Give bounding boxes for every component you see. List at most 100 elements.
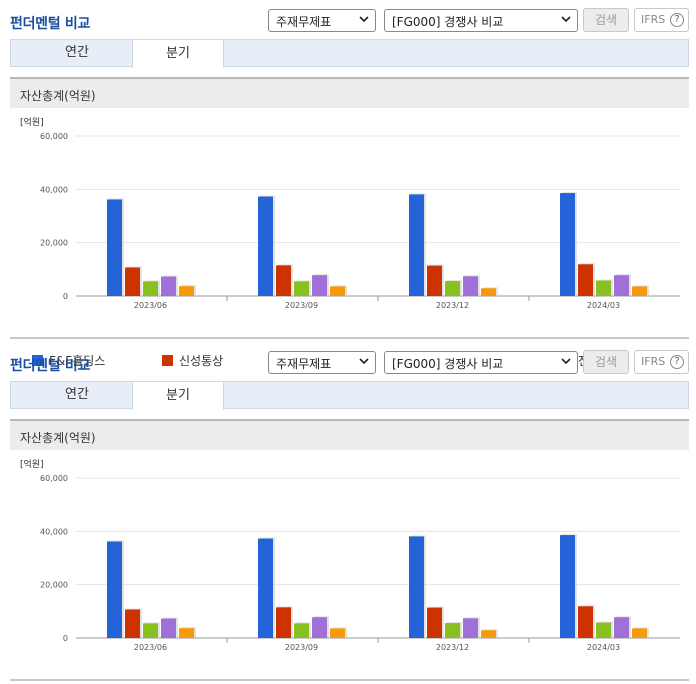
y-tick-label: 60,000	[40, 132, 68, 141]
x-tick-label: 2023/06	[134, 643, 167, 652]
bar[interactable]	[578, 264, 593, 296]
panel-title: 펀더멘털 비교	[10, 16, 91, 32]
bar[interactable]	[258, 196, 273, 296]
bar[interactable]	[409, 194, 424, 296]
tab-quarterly[interactable]: 분기	[132, 39, 224, 68]
bar[interactable]	[481, 630, 496, 638]
bar[interactable]	[445, 281, 460, 296]
bar[interactable]	[161, 618, 176, 638]
chart-heading-bar: 자산총계(억원)	[10, 77, 689, 108]
y-tick-label: 40,000	[40, 185, 68, 194]
legend-item[interactable]: F&F홀딩스	[32, 352, 105, 369]
bar[interactable]	[179, 628, 194, 638]
tab-annual[interactable]: 연간	[65, 45, 89, 60]
help-icon: ?	[670, 13, 684, 27]
chevron-down-icon	[561, 358, 571, 365]
y-tick-label: 20,000	[40, 239, 68, 248]
chevron-down-icon	[359, 358, 369, 365]
ifrs-button[interactable]: IFRS ?	[634, 350, 689, 374]
bar-chart-svg: [억원] 0 20,000 40,000 60,000 2023/06 2023/09 202…	[20, 459, 680, 652]
y-tick-label: 0	[63, 634, 68, 643]
peer-group-value: [FG000] 경쟁사 비교	[392, 15, 504, 29]
bar[interactable]	[578, 606, 593, 638]
bar[interactable]	[560, 193, 575, 296]
legend-item[interactable]: 신성통상	[162, 352, 223, 369]
bar[interactable]	[107, 541, 122, 638]
x-tick-label: 2024/03	[587, 643, 620, 652]
chart-container: 자산총계(억원) [억원] 0 20,000 40,000 60,000 2023/06 2…	[10, 419, 689, 681]
bar[interactable]	[125, 267, 140, 296]
x-tick-label: 2024/03	[587, 301, 620, 310]
x-tick-label: 2023/09	[285, 643, 318, 652]
bar[interactable]	[330, 286, 345, 296]
search-button[interactable]: 검색	[583, 8, 629, 32]
bar[interactable]	[427, 265, 442, 296]
bar[interactable]	[276, 265, 291, 296]
fundamental-panel: 펀더멘털 비교 주재무제표 [FG000] 경쟁사 비교 검색 IFRS ? 연…	[0, 342, 696, 682]
bar[interactable]	[125, 609, 140, 638]
legend-swatch	[32, 355, 43, 366]
panel-header: 펀더멘털 비교 주재무제표 [FG000] 경쟁사 비교 검색 IFRS ?	[0, 0, 696, 40]
bar-chart: [억원] 0 20,000 40,000 60,000 2023/06 2023/09 202…	[10, 459, 689, 681]
y-unit-label: [억원]	[20, 117, 44, 128]
bar[interactable]	[330, 628, 345, 638]
y-unit-label: [억원]	[20, 459, 44, 470]
chevron-down-icon	[561, 16, 571, 23]
legend-label: F&F홀딩스	[49, 354, 106, 368]
statement-type-select[interactable]: 주재무제표	[268, 351, 376, 374]
bar[interactable]	[409, 536, 424, 638]
bar[interactable]	[161, 276, 176, 296]
bar[interactable]	[632, 628, 647, 638]
bar[interactable]	[143, 281, 158, 296]
bar[interactable]	[179, 286, 194, 296]
bar[interactable]	[107, 199, 122, 296]
bar[interactable]	[463, 276, 478, 296]
legend-swatch	[162, 355, 173, 366]
bar[interactable]	[312, 617, 327, 638]
bar[interactable]	[312, 275, 327, 296]
ifrs-label: IFRS	[641, 13, 666, 26]
peer-group-value: [FG000] 경쟁사 비교	[392, 357, 504, 371]
panel-header: 펀더멘털 비교 주재무제표 [FG000] 경쟁사 비교 검색 IFRS ?	[0, 342, 696, 382]
chart-heading-bar: 자산총계(억원)	[10, 419, 689, 450]
bar[interactable]	[481, 288, 496, 296]
peer-group-select[interactable]: [FG000] 경쟁사 비교	[384, 351, 578, 374]
bar[interactable]	[294, 623, 309, 638]
bar[interactable]	[560, 535, 575, 638]
bar[interactable]	[294, 281, 309, 296]
period-tabs: 연간 분기	[10, 39, 689, 68]
bar[interactable]	[614, 275, 629, 296]
chart-heading: 자산총계(억원)	[20, 431, 96, 445]
bar[interactable]	[445, 623, 460, 638]
bar[interactable]	[258, 538, 273, 638]
bar-chart-svg: [억원] 0 20,000 40,000 60,000 2023/06 2023/09 202…	[20, 117, 680, 310]
y-tick-label: 40,000	[40, 527, 68, 536]
chart-heading: 자산총계(억원)	[20, 89, 96, 103]
peer-group-select[interactable]: [FG000] 경쟁사 비교	[384, 9, 578, 32]
panel-title: 펀더멘털 비교	[10, 358, 91, 374]
bar[interactable]	[143, 623, 158, 638]
y-tick-label: 60,000	[40, 474, 68, 483]
statement-type-select[interactable]: 주재무제표	[268, 9, 376, 32]
bar[interactable]	[463, 618, 478, 638]
bar[interactable]	[276, 607, 291, 638]
statement-type-value: 주재무제표	[276, 15, 332, 29]
period-tabs: 연간 분기	[10, 381, 689, 410]
ifrs-button[interactable]: IFRS ?	[634, 8, 689, 32]
bar[interactable]	[632, 286, 647, 296]
y-tick-label: 0	[63, 292, 68, 301]
bar[interactable]	[614, 617, 629, 638]
ifrs-label: IFRS	[641, 355, 666, 368]
fundamental-panel: 펀더멘털 비교 주재무제표 [FG000] 경쟁사 비교 검색 IFRS ? 연…	[0, 0, 696, 368]
bar-chart: [억원] 0 20,000 40,000 60,000 2023/06 2023/09 202…	[10, 117, 689, 368]
tab-annual[interactable]: 연간	[65, 387, 89, 402]
x-tick-label: 2023/09	[285, 301, 318, 310]
bar[interactable]	[596, 280, 611, 296]
search-button[interactable]: 검색	[583, 350, 629, 374]
chart-container: 자산총계(억원) [억원] 0 20,000 40,000 60,000 2023/06 2…	[10, 77, 689, 368]
y-tick-label: 20,000	[40, 581, 68, 590]
tab-quarterly[interactable]: 분기	[132, 381, 224, 410]
statement-type-value: 주재무제표	[276, 357, 332, 371]
bar[interactable]	[596, 622, 611, 638]
bar[interactable]	[427, 607, 442, 638]
